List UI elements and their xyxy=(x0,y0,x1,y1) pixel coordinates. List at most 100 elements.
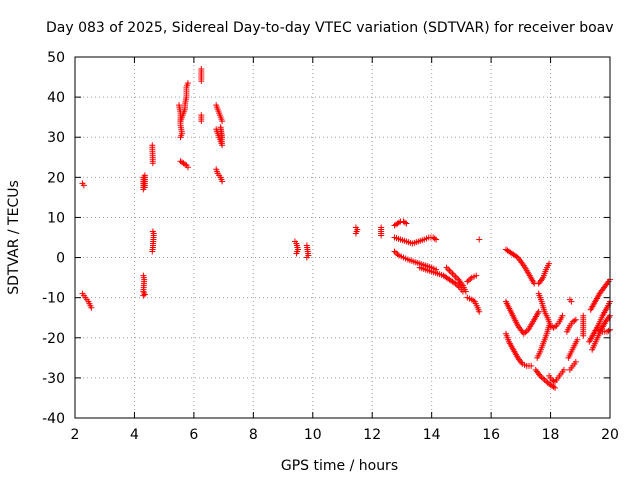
y-tick-label: -30 xyxy=(42,371,65,387)
x-axis-label: GPS time / hours xyxy=(281,458,398,474)
x-tick-label: 16 xyxy=(482,427,500,443)
data-point xyxy=(568,298,575,305)
data-point xyxy=(580,332,587,339)
data-point xyxy=(184,80,191,87)
x-tick-label: 14 xyxy=(423,427,441,443)
data-point xyxy=(198,118,205,125)
data-point xyxy=(401,219,408,226)
data-point xyxy=(541,376,548,383)
data-point xyxy=(513,253,520,260)
data-point xyxy=(571,317,578,324)
x-tick-label: 4 xyxy=(130,427,139,443)
data-point xyxy=(467,275,474,282)
data-point xyxy=(465,277,472,284)
data-point xyxy=(378,232,385,239)
data-point xyxy=(522,329,529,336)
data-point xyxy=(403,220,410,227)
data-point xyxy=(395,219,402,226)
data-point xyxy=(520,330,527,337)
data-point xyxy=(149,160,156,167)
data-point xyxy=(393,249,399,256)
data-point xyxy=(80,182,87,189)
data-point xyxy=(181,161,188,168)
y-tick-label: -20 xyxy=(42,331,65,347)
plot-frame xyxy=(74,56,611,419)
data-point xyxy=(605,327,612,334)
data-point xyxy=(219,134,226,141)
data-point xyxy=(523,328,530,335)
data-point xyxy=(476,308,483,315)
data-point xyxy=(462,288,469,295)
y-tick-label: -10 xyxy=(42,291,65,307)
data-point xyxy=(149,248,156,255)
chart-title: Day 083 of 2025, Sidereal Day-to-day VTE… xyxy=(46,20,614,36)
data-point xyxy=(470,297,477,304)
data-point xyxy=(184,164,191,171)
x-tick-label: 6 xyxy=(189,427,198,443)
data-point xyxy=(535,308,542,315)
x-tick-label: 10 xyxy=(304,427,322,443)
data-point xyxy=(559,312,566,319)
data-point xyxy=(452,273,459,280)
data-point xyxy=(572,316,579,323)
data-point xyxy=(473,272,480,279)
y-tick-label: 10 xyxy=(47,210,65,226)
x-tick-label: 12 xyxy=(363,427,381,443)
data-point xyxy=(140,292,147,299)
data-point xyxy=(550,377,557,384)
data-point xyxy=(394,251,401,258)
data-point xyxy=(449,270,456,277)
data-point xyxy=(543,378,550,385)
x-tick-label: 8 xyxy=(249,427,258,443)
y-tick-label: 30 xyxy=(47,130,65,146)
data-point xyxy=(303,254,310,261)
data-point xyxy=(141,290,148,297)
data-point xyxy=(538,374,545,381)
data-point xyxy=(537,372,544,379)
data-point xyxy=(88,304,95,311)
data-point xyxy=(141,184,148,191)
data-point xyxy=(447,269,454,276)
data-point xyxy=(552,323,559,330)
y-tick-label: 20 xyxy=(47,170,65,186)
y-axis-label: SDTVAR / TECUs xyxy=(6,180,22,295)
data-point xyxy=(453,281,460,288)
data-point xyxy=(550,383,557,390)
data-point xyxy=(546,260,553,267)
data-point xyxy=(433,236,440,243)
data-point xyxy=(446,267,453,274)
data-points xyxy=(79,66,613,391)
data-point xyxy=(528,362,535,369)
y-tick-label: 40 xyxy=(47,90,65,106)
data-point xyxy=(452,280,459,287)
data-point xyxy=(391,248,398,255)
data-point xyxy=(552,384,559,391)
data-point xyxy=(141,291,148,298)
data-point xyxy=(476,236,483,243)
y-tick-label: 50 xyxy=(47,50,65,66)
data-point xyxy=(574,336,581,343)
data-point xyxy=(352,230,359,237)
data-point xyxy=(560,366,567,373)
data-point xyxy=(464,278,471,285)
data-point xyxy=(540,375,547,382)
data-point xyxy=(443,264,450,271)
x-tick-label: 20 xyxy=(601,427,619,443)
data-point xyxy=(431,235,438,242)
x-tick-label: 2 xyxy=(71,427,80,443)
x-tick-label: 18 xyxy=(542,427,560,443)
data-point xyxy=(572,358,579,365)
data-point xyxy=(455,283,462,290)
data-point xyxy=(453,275,460,282)
data-point xyxy=(177,134,184,141)
data-point xyxy=(546,322,553,329)
y-tick-label: 0 xyxy=(56,251,65,267)
data-point xyxy=(450,272,457,279)
tick-labels: 2 4 6 8 10 12 14 16 18 20 -40 -30 -20 -10 0 10 20 30 40 50 xyxy=(42,50,619,443)
data-point xyxy=(445,266,452,273)
data-point xyxy=(198,78,205,85)
y-tick-label: -40 xyxy=(42,411,65,427)
data-point xyxy=(293,250,300,257)
data-point xyxy=(219,118,226,125)
